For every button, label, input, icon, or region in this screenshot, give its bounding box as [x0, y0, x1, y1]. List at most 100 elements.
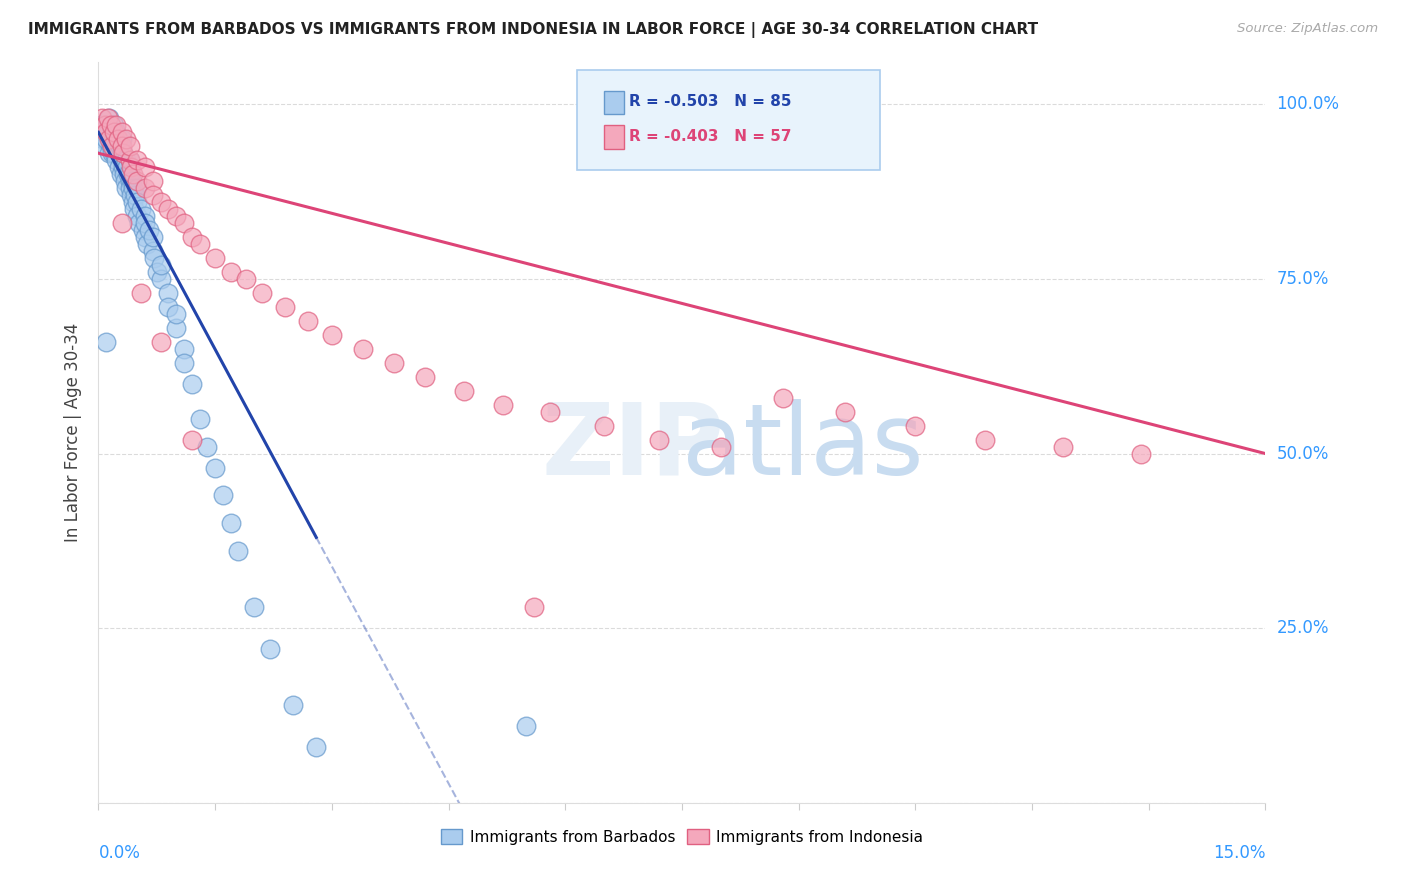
Point: [173, 356, 195, 370]
Text: 100.0%: 100.0%: [1277, 95, 1340, 113]
Point: [157, 285, 180, 300]
Point: [120, 167, 142, 181]
Point: [96, 334, 118, 349]
Point: [122, 167, 145, 181]
Point: [103, 139, 125, 153]
Point: [120, 188, 142, 202]
Text: 0.0%: 0.0%: [98, 844, 141, 862]
Point: [101, 146, 124, 161]
Point: [142, 188, 165, 202]
Point: [142, 174, 165, 188]
Point: [91, 132, 114, 146]
Point: [91, 112, 114, 126]
Point: [108, 146, 131, 161]
Point: [281, 698, 304, 712]
Point: [101, 139, 124, 153]
Point: [165, 321, 187, 335]
Point: [188, 411, 211, 425]
Point: [111, 146, 134, 161]
Point: [515, 719, 537, 733]
Point: [904, 418, 927, 433]
Point: [142, 244, 165, 258]
Point: [149, 272, 172, 286]
Point: [118, 181, 141, 195]
Point: [352, 342, 374, 356]
Point: [124, 188, 146, 202]
Point: [96, 125, 118, 139]
Point: [127, 174, 149, 188]
Point: [453, 384, 475, 398]
Point: [97, 125, 120, 139]
Point: [100, 139, 122, 153]
Point: [259, 642, 281, 657]
Point: [98, 132, 121, 146]
Point: [118, 153, 141, 168]
Point: [98, 132, 121, 146]
Point: [149, 195, 172, 210]
Point: [96, 118, 118, 132]
Point: [93, 118, 115, 132]
Point: [136, 237, 159, 252]
Point: [91, 125, 114, 139]
Point: [129, 202, 152, 216]
Point: [103, 125, 125, 139]
Point: [321, 327, 343, 342]
Point: [127, 181, 149, 195]
Point: [100, 125, 122, 139]
Point: [204, 251, 226, 265]
Point: [105, 139, 128, 153]
Point: [143, 251, 166, 265]
Point: [219, 516, 242, 531]
Point: [772, 391, 794, 405]
Point: [538, 405, 561, 419]
Point: [93, 118, 115, 132]
Point: [120, 160, 142, 174]
Point: [121, 174, 143, 188]
Point: [118, 153, 141, 168]
FancyBboxPatch shape: [576, 70, 880, 169]
Text: 15.0%: 15.0%: [1213, 844, 1265, 862]
Point: [492, 398, 515, 412]
Point: [103, 146, 125, 161]
Point: [134, 209, 156, 223]
Text: 75.0%: 75.0%: [1277, 270, 1329, 288]
Point: [90, 118, 112, 132]
Point: [107, 160, 129, 174]
Point: [228, 544, 250, 558]
Point: [107, 132, 129, 146]
Point: [111, 153, 134, 168]
Text: 50.0%: 50.0%: [1277, 444, 1329, 463]
Point: [250, 285, 273, 300]
Point: [111, 139, 134, 153]
Point: [100, 118, 122, 132]
Point: [180, 230, 202, 244]
Point: [243, 600, 266, 615]
Y-axis label: In Labor Force | Age 30-34: In Labor Force | Age 30-34: [65, 323, 83, 542]
Point: [118, 174, 141, 188]
Point: [121, 181, 143, 195]
Point: [165, 307, 187, 321]
Text: Source: ZipAtlas.com: Source: ZipAtlas.com: [1237, 22, 1378, 36]
Bar: [603, 126, 624, 149]
Point: [108, 139, 131, 153]
Point: [134, 181, 156, 195]
Point: [105, 153, 128, 168]
Point: [103, 132, 125, 146]
Point: [710, 440, 733, 454]
Legend: Immigrants from Barbados, Immigrants from Indonesia: Immigrants from Barbados, Immigrants fro…: [434, 822, 929, 851]
Point: [157, 202, 180, 216]
Point: [134, 160, 156, 174]
Point: [219, 265, 242, 279]
Point: [212, 488, 235, 502]
Point: [117, 167, 139, 181]
Point: [157, 300, 180, 314]
Point: [110, 167, 132, 181]
Point: [114, 153, 136, 168]
Point: [104, 132, 127, 146]
Point: [235, 272, 257, 286]
Point: [129, 285, 152, 300]
Point: [111, 132, 134, 146]
Point: [128, 216, 150, 230]
Point: [195, 440, 218, 454]
Point: [127, 153, 149, 168]
